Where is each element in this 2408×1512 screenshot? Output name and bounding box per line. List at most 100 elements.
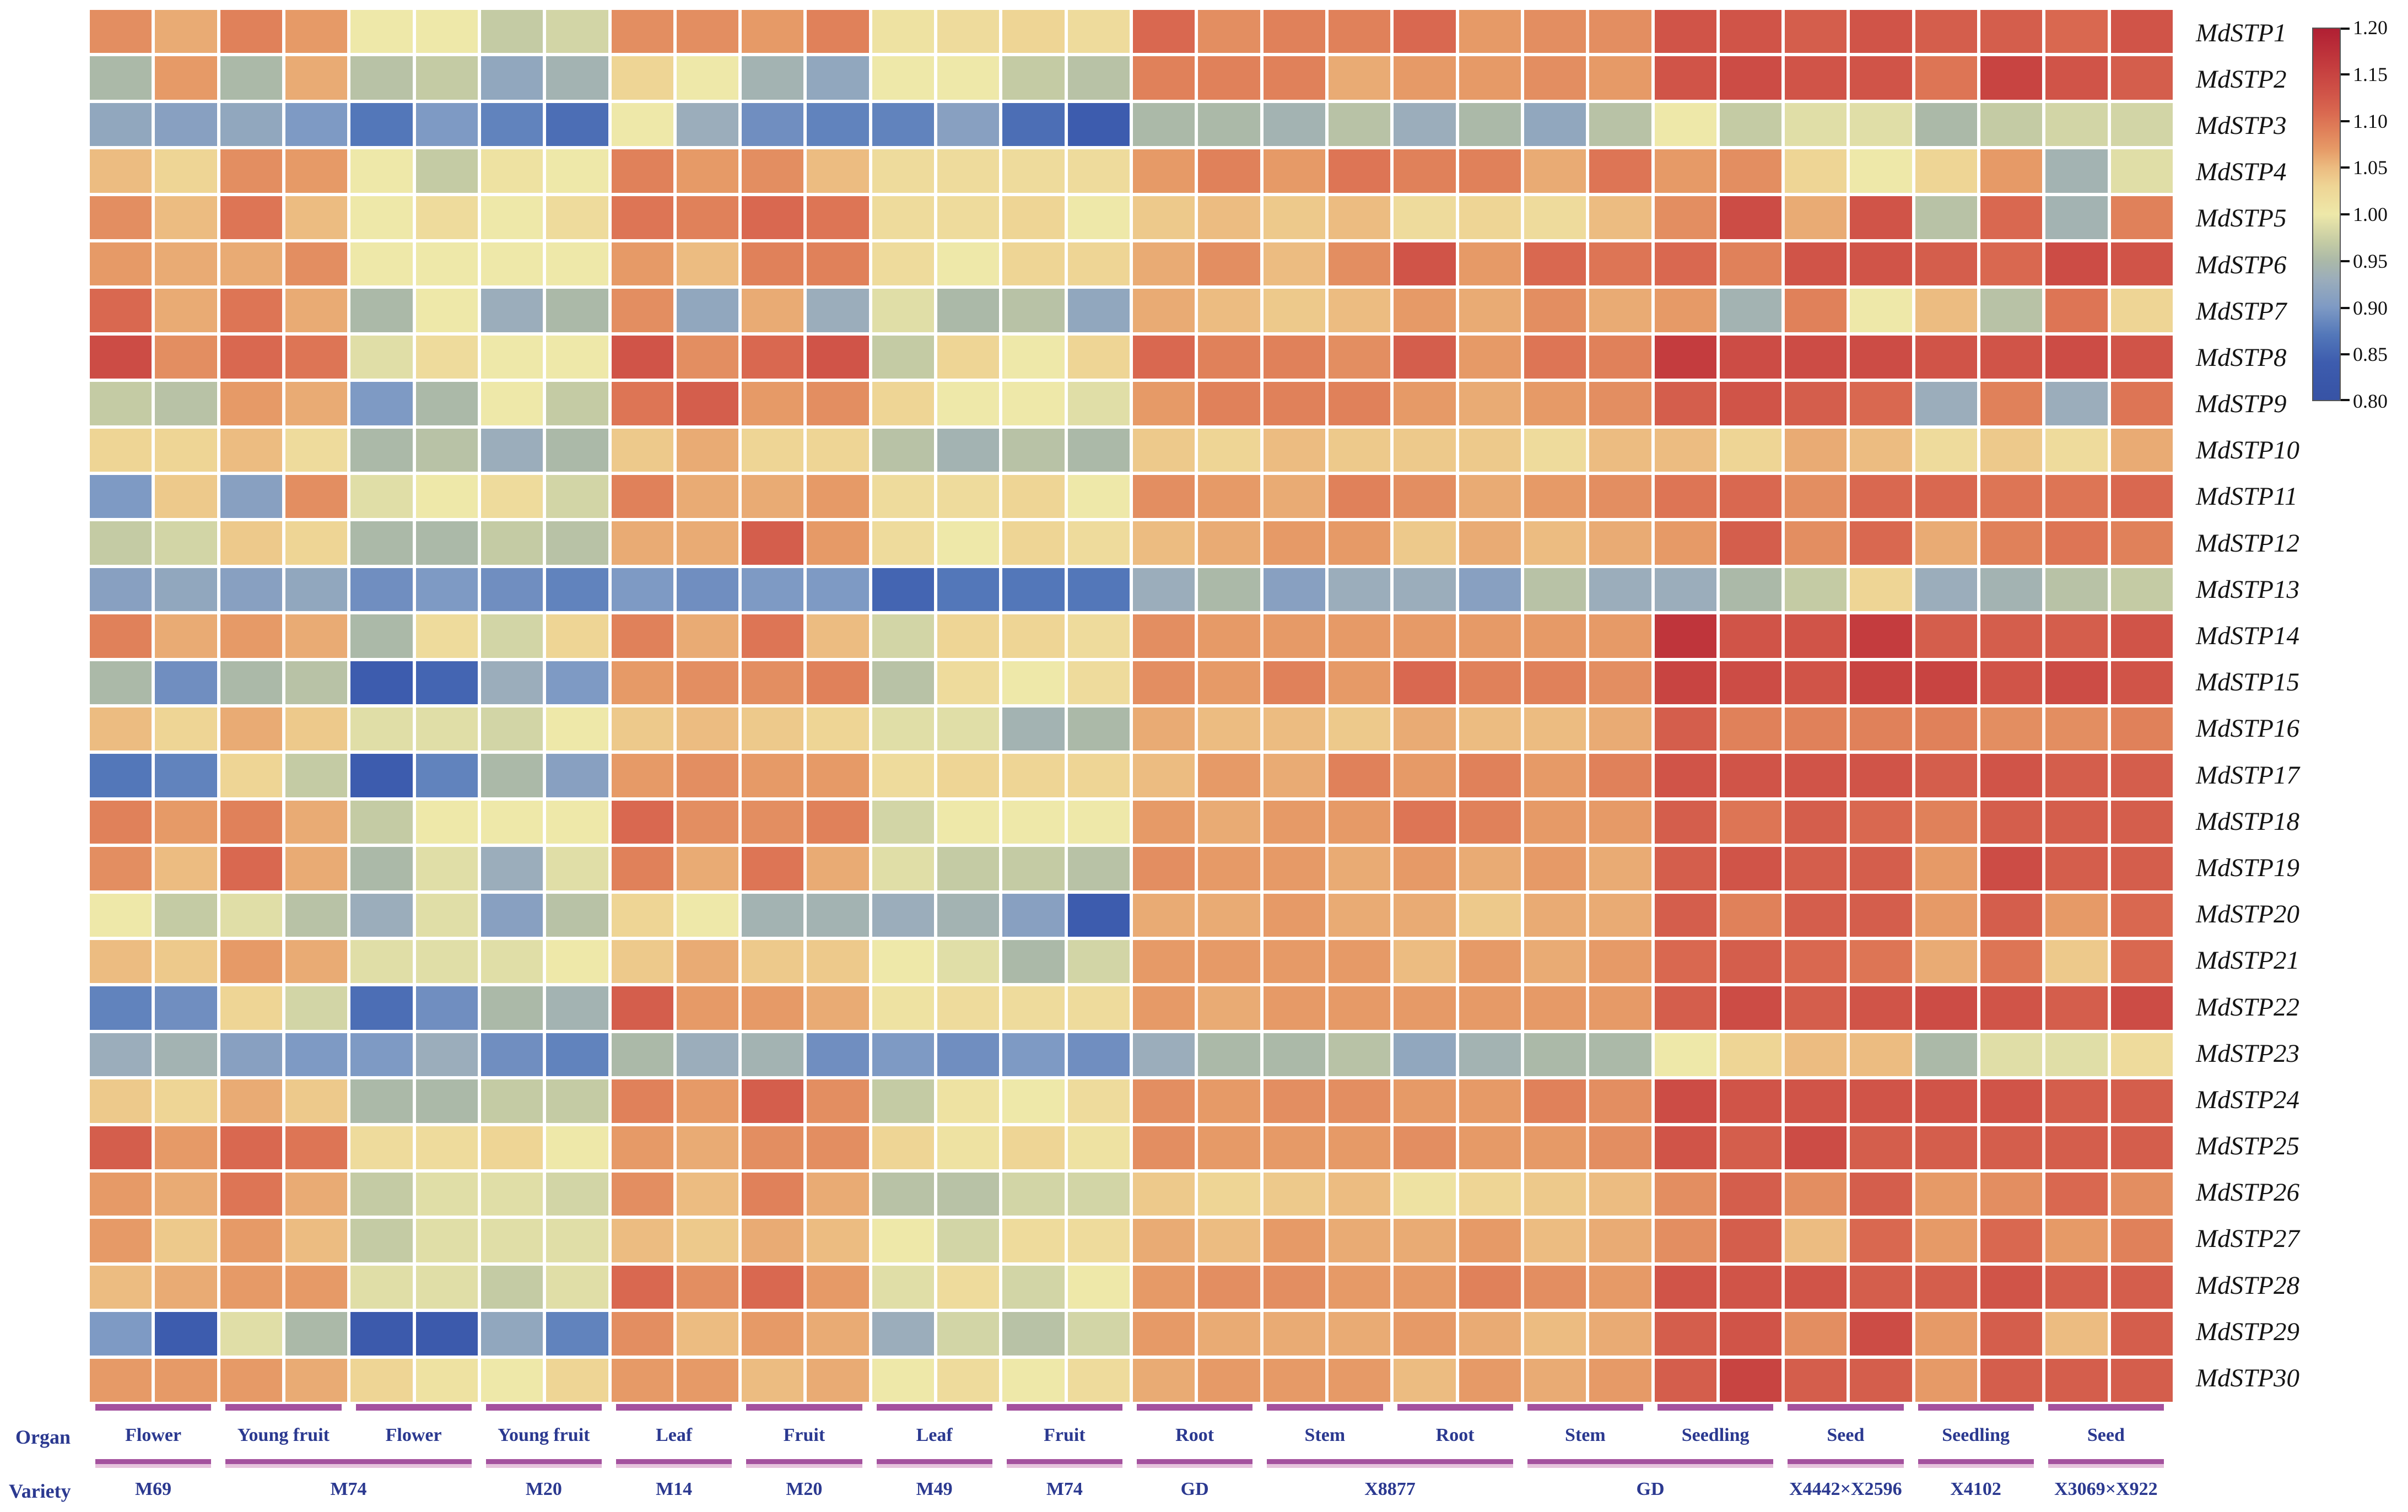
heatmap-cell [285, 102, 348, 147]
heatmap-cell [415, 382, 478, 425]
variety-group-label: M74 [1046, 1479, 1083, 1499]
heatmap-cell [1915, 149, 1978, 193]
heatmap-cell [155, 10, 217, 53]
heatmap-cell [937, 940, 1000, 984]
heatmap-cell [2045, 1358, 2108, 1402]
row-label: MdSTP6 [2196, 250, 2287, 279]
variety-group-label: M20 [525, 1479, 562, 1499]
heatmap-cell [1980, 1173, 2043, 1216]
heatmap-cell [676, 940, 739, 984]
heatmap-cell [1719, 1219, 1782, 1262]
heatmap-cell [415, 940, 478, 984]
heatmap-cell [220, 754, 282, 797]
heatmap-cell [155, 893, 217, 937]
heatmap-cell [2045, 986, 2108, 1030]
heatmap-cell [1654, 986, 1716, 1030]
heatmap-cell [807, 1033, 869, 1077]
heatmap-cell [742, 242, 804, 286]
heatmap-cell [1980, 521, 2043, 565]
heatmap-cell [1263, 149, 1325, 193]
heatmap-cell [1654, 1358, 1716, 1402]
heatmap-cell [1850, 1126, 1912, 1169]
heatmap-cell [807, 335, 869, 379]
heatmap-cell [546, 1312, 608, 1356]
heatmap-cell [1524, 56, 1586, 100]
heatmap-cell [1850, 56, 1912, 100]
row-label: MdSTP18 [2196, 807, 2299, 836]
heatmap-cell [2045, 1312, 2108, 1356]
heatmap-cell [1002, 986, 1065, 1030]
heatmap-cell [2045, 754, 2108, 797]
heatmap-cell [1915, 1358, 1978, 1402]
row-label: MdSTP24 [2196, 1085, 2299, 1114]
heatmap-cell [1719, 10, 1782, 53]
heatmap-cell [2110, 847, 2173, 890]
heatmap-cell [90, 1219, 152, 1262]
heatmap-cell [1263, 986, 1325, 1030]
heatmap-cell [1133, 335, 1195, 379]
heatmap-cell [1785, 521, 1847, 565]
heatmap-cell [1002, 102, 1065, 147]
heatmap-cell [1198, 1358, 1260, 1402]
heatmap-cell [1394, 1173, 1456, 1216]
heatmap-cell [90, 521, 152, 565]
heatmap-cell [1263, 708, 1325, 751]
heatmap-cell [1850, 242, 1912, 286]
heatmap-cell [1198, 102, 1260, 147]
heatmap-cell [220, 614, 282, 658]
variety-group-bar [485, 1459, 602, 1468]
heatmap-cell [350, 521, 413, 565]
heatmap-cell [1133, 10, 1195, 53]
heatmap-cell [2045, 800, 2108, 844]
heatmap-cell [676, 428, 739, 472]
heatmap-cell [1524, 754, 1586, 797]
heatmap-cell [1263, 1079, 1325, 1123]
heatmap-cell [937, 614, 1000, 658]
heatmap-cell [1002, 661, 1065, 704]
heatmap-cell [90, 335, 152, 379]
colorbar-tick [2341, 306, 2350, 309]
heatmap-cell [220, 568, 282, 612]
heatmap-cell [1328, 568, 1391, 612]
heatmap-cell [1980, 289, 2043, 332]
colorbar-tick-label: 1.20 [2353, 17, 2388, 39]
heatmap-cell [611, 708, 673, 751]
heatmap-cell [1785, 754, 1847, 797]
heatmap-cell [742, 382, 804, 425]
heatmap-cell [1002, 521, 1065, 565]
heatmap-cell [611, 986, 673, 1030]
heatmap-cell [1198, 56, 1260, 100]
heatmap-cell [1067, 754, 1130, 797]
heatmap-cell [872, 1126, 935, 1169]
heatmap-cell [1459, 614, 1521, 658]
heatmap-cell [1719, 521, 1782, 565]
organ-group-label: Flower [385, 1425, 442, 1445]
heatmap-cell [1589, 242, 1651, 286]
heatmap-cell [1654, 940, 1716, 984]
heatmap-cell [872, 708, 935, 751]
heatmap-cell [1133, 475, 1195, 519]
heatmap-cell [2110, 568, 2173, 612]
heatmap-cell [350, 754, 413, 797]
heatmap-cell [1067, 1126, 1130, 1169]
heatmap-cell [220, 475, 282, 519]
heatmap-cell [546, 10, 608, 53]
heatmap-cell [2110, 475, 2173, 519]
row-label: MdSTP26 [2196, 1178, 2299, 1207]
heatmap-cell [611, 475, 673, 519]
heatmap-cell [350, 1219, 413, 1262]
heatmap-cell [1198, 893, 1260, 937]
heatmap-cell [1394, 242, 1456, 286]
heatmap-cell [1524, 661, 1586, 704]
heatmap-cell [872, 893, 935, 937]
heatmap-cell [1785, 10, 1847, 53]
heatmap-cell [1589, 1312, 1651, 1356]
heatmap-cell [1067, 568, 1130, 612]
heatmap-cell [1654, 1265, 1716, 1309]
heatmap-cell [611, 940, 673, 984]
colorbar-tick-label: 1.05 [2353, 156, 2388, 179]
colorbar-tick [2341, 399, 2350, 401]
heatmap-cell [1328, 428, 1391, 472]
heatmap-cell [1198, 196, 1260, 239]
heatmap-cell [1394, 10, 1456, 53]
